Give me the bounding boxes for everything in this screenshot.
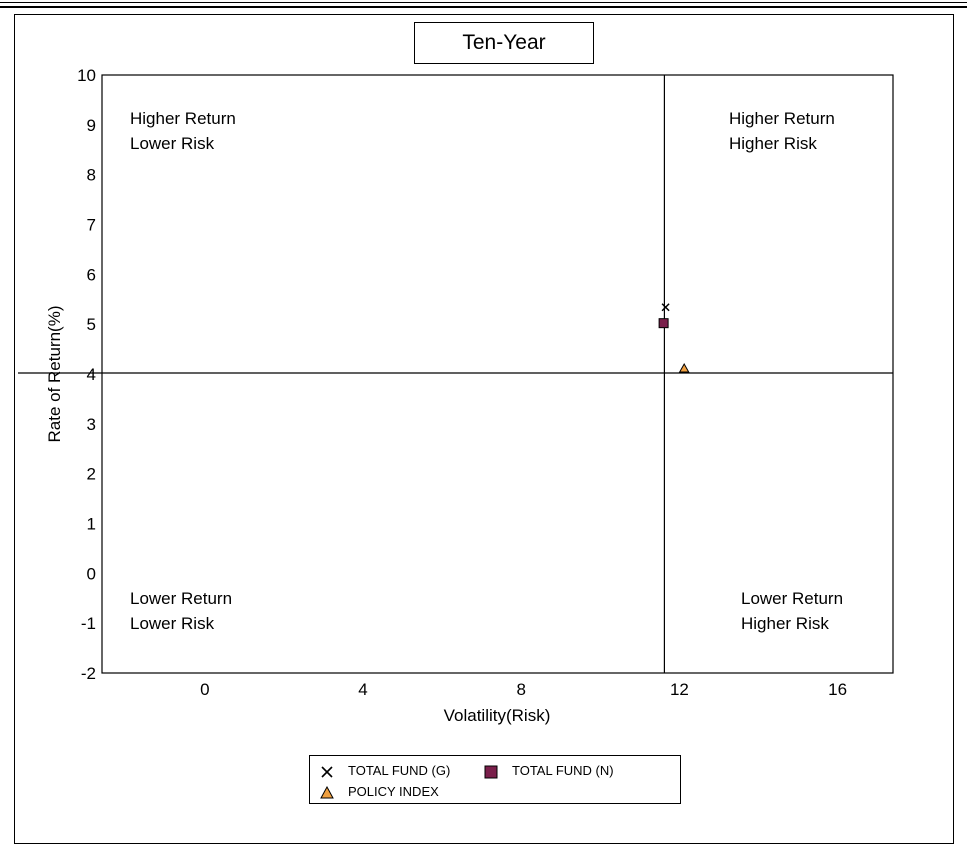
x-tick-label: 12: [670, 680, 689, 699]
y-tick-label: 6: [87, 265, 96, 284]
quadrant-labels: Higher Return Lower Risk Higher Return High…: [130, 109, 843, 633]
y-tick-label: 10: [77, 66, 96, 85]
point-total-fund-g: [661, 303, 670, 312]
quadrant-label-top-right: Higher Risk: [729, 134, 817, 153]
y-tick-label: -1: [81, 614, 96, 633]
y-tick-label: 2: [87, 465, 96, 484]
y-axis-label: Rate of Return(%): [45, 306, 64, 443]
x-tick-label: 0: [200, 680, 209, 699]
y-tick-label: 4: [87, 365, 96, 384]
y-tick-label: 8: [87, 166, 96, 185]
y-tick-label: -2: [81, 664, 96, 683]
y-axis-ticks: -2 -1 0 1 2 3 4 5 6 7 8 9 10: [77, 66, 96, 683]
plot-area: [101, 74, 894, 674]
square-marker-icon: [484, 765, 498, 779]
quadrant-label-bottom-left: Lower Risk: [130, 614, 215, 633]
y-tick-label: 1: [87, 515, 96, 534]
y-tick-label: 7: [87, 216, 96, 235]
data-points: [658, 303, 690, 373]
quadrant-label-bottom-right: Higher Risk: [741, 614, 829, 633]
y-tick-label: 9: [87, 116, 96, 135]
top-border-line-thick: [0, 6, 967, 8]
triangle-marker-icon: [320, 786, 334, 799]
quadrant-label-top-left: Higher Return: [130, 109, 236, 128]
y-tick-label: 3: [87, 415, 96, 434]
top-border-line: [0, 2, 967, 3]
x-marker-icon: [321, 766, 333, 778]
legend: TOTAL FUND (G) TOTAL FUND (N) POLICY IND…: [309, 755, 681, 804]
x-tick-label: 16: [828, 680, 847, 699]
chart-title: Ten-Year: [414, 22, 594, 64]
x-axis-label: Volatility(Risk): [444, 706, 551, 725]
quadrant-label-bottom-left: Lower Return: [130, 589, 232, 608]
y-tick-label: 0: [87, 564, 96, 583]
point-total-fund-n: [658, 318, 669, 329]
quadrant-label-top-right: Higher Return: [729, 109, 835, 128]
quadrant-label-bottom-right: Lower Return: [741, 589, 843, 608]
y-tick-label: 5: [87, 315, 96, 334]
legend-label: TOTAL FUND (N): [512, 763, 614, 778]
x-axis-ticks: 0 4 8 12 16: [200, 680, 847, 699]
legend-label: POLICY INDEX: [348, 784, 439, 799]
point-policy-index: [678, 362, 690, 373]
quadrant-label-top-left: Lower Risk: [130, 134, 215, 153]
legend-label: TOTAL FUND (G): [348, 763, 451, 778]
x-tick-label: 4: [358, 680, 367, 699]
x-tick-label: 8: [516, 680, 525, 699]
